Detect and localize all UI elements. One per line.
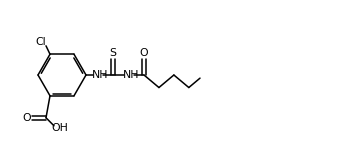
Text: O: O	[22, 113, 31, 123]
Text: O: O	[140, 48, 148, 58]
Text: S: S	[110, 48, 116, 58]
Text: OH: OH	[51, 123, 68, 133]
Text: NH: NH	[92, 70, 108, 80]
Text: Cl: Cl	[36, 37, 46, 47]
Text: NH: NH	[123, 70, 139, 80]
